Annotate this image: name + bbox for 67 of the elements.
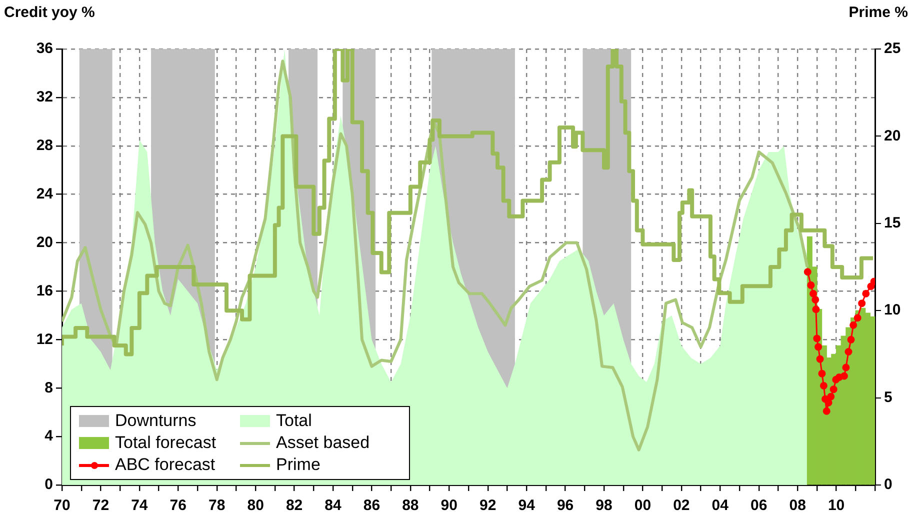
x-tick-label: 08 xyxy=(789,497,806,514)
x-tick-label: 84 xyxy=(324,497,342,514)
y-tick-label: 8 xyxy=(44,379,53,396)
y-tick-label: 0 xyxy=(44,476,53,494)
y2-tick-label: 10 xyxy=(884,302,901,319)
x-tick-label: 94 xyxy=(518,497,536,514)
y-tick-label: 32 xyxy=(36,88,53,106)
x-tick-label: 80 xyxy=(247,497,264,514)
y-tick-label: 36 xyxy=(36,40,53,58)
y2-tick-label: 5 xyxy=(884,388,892,406)
legend-label: ABC forecast xyxy=(115,455,216,475)
x-tick-label: 88 xyxy=(402,497,419,514)
x-tick-label: 92 xyxy=(480,497,496,514)
y2-tick-label: 25 xyxy=(884,40,901,58)
x-tick-label: 02 xyxy=(673,497,690,514)
point xyxy=(840,372,848,380)
x-tick-label: 76 xyxy=(170,497,186,514)
y2-axis-title: Prime % xyxy=(848,4,908,21)
x-tick-label: 78 xyxy=(208,497,226,514)
y-tick-label: 4 xyxy=(44,428,54,445)
point xyxy=(816,355,824,363)
y2-tick-label: 15 xyxy=(884,214,901,232)
x-tick-label: 74 xyxy=(131,497,148,514)
legend-label: Total xyxy=(276,411,312,431)
band-label: Downturns xyxy=(115,411,196,431)
point xyxy=(847,336,855,344)
x-tick-label: 10 xyxy=(828,497,845,514)
y-tick-label: 20 xyxy=(36,234,53,251)
y-tick-label: 24 xyxy=(36,185,54,202)
point xyxy=(844,348,852,356)
point xyxy=(842,364,850,372)
x-tick-label: 82 xyxy=(286,497,303,514)
point xyxy=(813,334,821,342)
point xyxy=(814,343,822,351)
y2-tick-label: 20 xyxy=(884,127,901,144)
y2-tick-label: 0 xyxy=(884,476,892,494)
legend-label: Prime xyxy=(276,455,320,475)
point xyxy=(820,382,828,390)
point xyxy=(850,321,858,329)
x-tick-label: 00 xyxy=(634,497,652,514)
point xyxy=(804,268,812,276)
point xyxy=(824,398,832,406)
point xyxy=(862,290,870,298)
point xyxy=(818,370,826,378)
y-tick-label: 12 xyxy=(36,330,53,348)
point xyxy=(830,386,838,394)
x-tick-label: 06 xyxy=(750,497,768,514)
x-tick-label: 96 xyxy=(556,497,574,514)
point xyxy=(812,306,820,314)
point xyxy=(812,296,820,304)
x-tick-label: 90 xyxy=(440,497,458,514)
legend-label: Total forecast xyxy=(115,433,216,453)
y-tick-label: 16 xyxy=(36,282,53,300)
x-tick-label: 98 xyxy=(596,497,612,514)
point xyxy=(822,407,830,415)
y-tick-label: 28 xyxy=(36,137,53,154)
point xyxy=(827,392,835,400)
y-axis-title: Credit yoy % xyxy=(4,4,95,21)
x-tick-label: 04 xyxy=(712,497,730,514)
x-tick-label: 70 xyxy=(54,497,70,514)
point xyxy=(810,290,817,298)
point xyxy=(854,314,862,322)
x-tick-label: 86 xyxy=(363,497,380,514)
point xyxy=(807,281,815,289)
legend-label: Asset based xyxy=(276,433,370,453)
point xyxy=(858,300,866,308)
x-tick-label: 72 xyxy=(92,497,110,514)
